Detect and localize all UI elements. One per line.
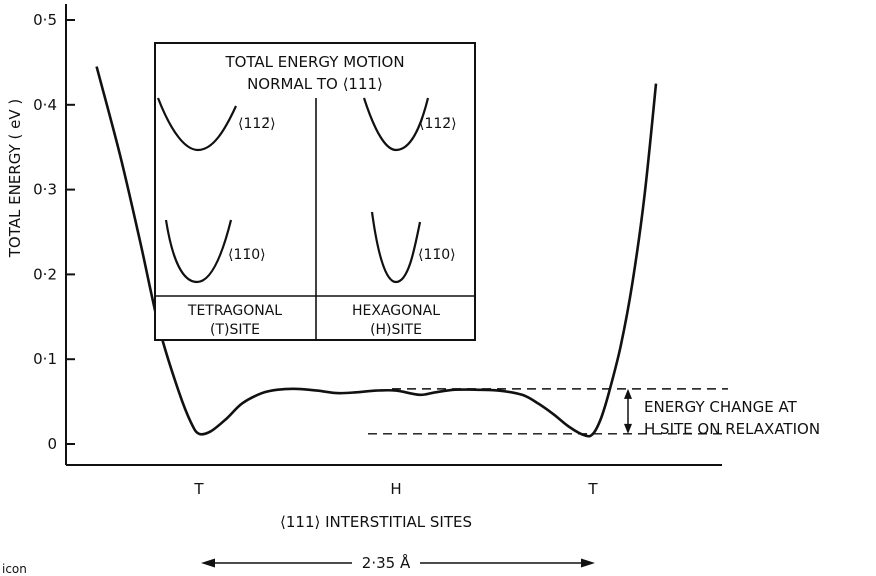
hexagonal-110-curve <box>370 211 422 284</box>
x-tick-label: T <box>193 480 204 498</box>
energy-change-annotation: ENERGY CHANGE AT H SITE ON RELAXATION <box>368 388 820 438</box>
tetragonal-site-label-line1: TETRAGONAL <box>187 303 282 319</box>
y-tick-label: 0·2 <box>33 265 57 283</box>
arrow-head-up <box>624 388 632 399</box>
tetragonal-110-label: ⟨11̄0⟩ <box>228 247 266 263</box>
tetragonal-112-label: ⟨112̄⟩ <box>238 116 276 132</box>
hexagonal-site-label-line1: HEXAGONAL <box>352 303 440 319</box>
inset-panel: TOTAL ENERGY MOTION NORMAL TO ⟨111⟩ ⟨112… <box>154 42 476 341</box>
scale-arrow-left <box>201 558 215 568</box>
x-tick-label: T <box>587 480 598 498</box>
inset-frame <box>154 42 476 341</box>
arrow-head-down <box>624 423 632 434</box>
energy-curve <box>95 66 658 438</box>
x-tick-label: H <box>390 480 401 498</box>
y-tick-label: 0 <box>47 435 57 453</box>
inset-title-line1: TOTAL ENERGY MOTION <box>224 53 404 71</box>
tetragonal-110-curve <box>164 219 233 284</box>
hexagonal-112-curve <box>362 97 430 152</box>
scale-arrow-right <box>581 558 595 568</box>
corner-caption-fragment: icon <box>2 562 27 576</box>
energy-change-label-line2: H SITE ON RELAXATION <box>644 420 820 438</box>
x-axis-label: ⟨111⟩ INTERSTITIAL SITES <box>280 513 472 531</box>
y-tick-label: 0·3 <box>33 181 57 199</box>
y-axis-ticks: 0 0·1 0·2 0·3 0·4 0·5 <box>33 11 75 453</box>
tetragonal-112-curve <box>156 97 237 152</box>
energy-change-label-line1: ENERGY CHANGE AT <box>644 398 798 416</box>
scale-bar-label: 2·35 Å <box>362 553 411 572</box>
y-axis-label: TOTAL ENERGY ( eV ) <box>6 99 24 259</box>
y-tick-label: 0·4 <box>33 96 57 114</box>
hexagonal-112-label: ⟨112̄⟩ <box>419 116 457 132</box>
tetragonal-site-label-line2: (T)SITE <box>210 322 260 338</box>
hexagonal-110-label: ⟨11̄0⟩ <box>418 247 456 263</box>
inset-title-line2: NORMAL TO ⟨111⟩ <box>247 75 383 93</box>
y-tick-label: 0·1 <box>33 350 57 368</box>
y-tick-label: 0·5 <box>33 11 57 29</box>
hexagonal-site-label-line2: (H)SITE <box>370 322 422 338</box>
scale-bar: 2·35 Å <box>201 553 595 572</box>
